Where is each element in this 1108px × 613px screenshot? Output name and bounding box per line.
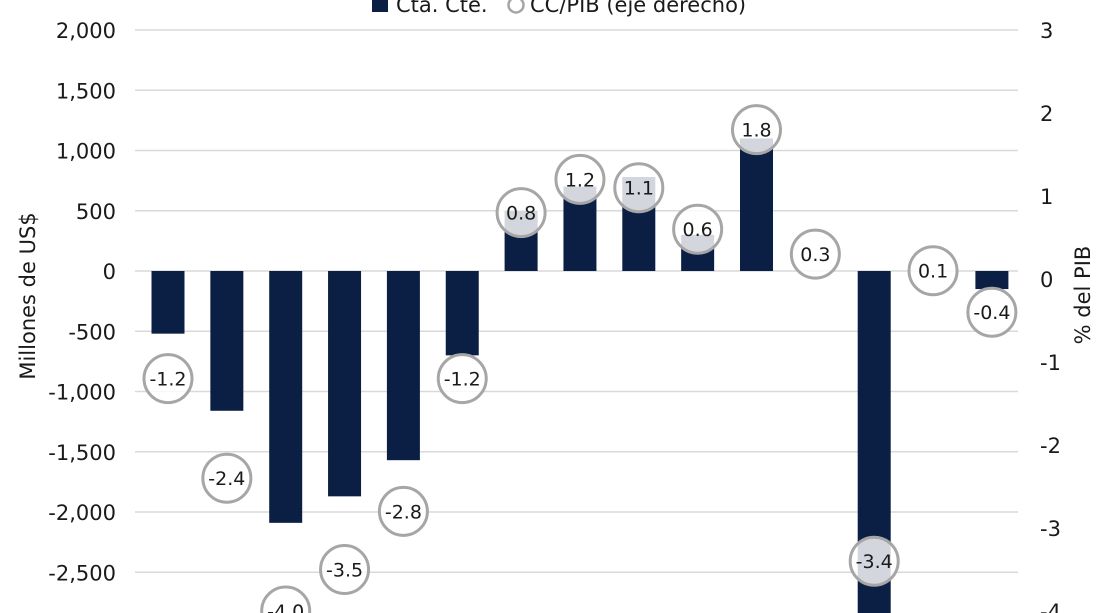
marker	[554, 153, 606, 205]
data-label: -2.4	[208, 468, 245, 490]
legend: Cta. Cte. CC/PIB (eje derecho)	[372, 0, 746, 17]
legend-swatch-marker	[507, 0, 525, 14]
y-tick-label: 2,000	[56, 19, 116, 43]
y-tick-label: -500	[68, 320, 116, 344]
y2-tick-label: -2	[1040, 434, 1061, 458]
legend-label-bar: Cta. Cte.	[396, 0, 488, 17]
y2-tick-label: -4	[1040, 600, 1061, 613]
bar	[975, 271, 1009, 290]
marker	[436, 353, 488, 405]
y2-tick-label: -1	[1040, 351, 1061, 375]
data-label: -1.2	[149, 369, 186, 391]
marker	[907, 245, 959, 297]
data-label: -3.5	[326, 560, 363, 582]
marker	[377, 485, 429, 537]
bar	[328, 271, 362, 497]
marker	[495, 187, 547, 239]
y-tick-label: 1,000	[56, 140, 116, 164]
data-label: 0.1	[918, 261, 948, 283]
right-axis-title: % del PIB	[1071, 246, 1095, 345]
bar	[386, 271, 420, 461]
left-axis-ticks: 2,000 1,500 1,000 500 0 -500 -1,000 -1,500 -2,00…	[48, 19, 116, 585]
data-label: -0.4	[973, 302, 1010, 324]
y2-tick-label: 0	[1040, 268, 1053, 292]
data-label: 1.8	[741, 120, 771, 142]
marker-series: -1.2 -2.4 -4.0 -3.5 -2.8 -1.2 0.8 1.2 1.1 0.6 1.8 0…	[142, 104, 1018, 613]
marker	[789, 228, 841, 280]
right-axis-ticks: 3 2 1 0 -1 -2 -3 -4	[1040, 19, 1061, 613]
y-tick-label: 1,500	[56, 79, 116, 103]
marker	[319, 544, 371, 595]
bar	[740, 138, 773, 271]
data-label: -2.8	[385, 501, 422, 523]
marker	[848, 535, 900, 587]
bar	[269, 271, 303, 523]
marker	[966, 286, 1018, 338]
legend-swatch-bar	[372, 0, 388, 12]
y-tick-label: -2,500	[48, 561, 116, 585]
marker	[672, 203, 724, 255]
y-tick-label: -1,000	[48, 381, 116, 405]
data-label: -1.2	[444, 369, 481, 391]
bar	[445, 271, 479, 356]
data-label: 0.6	[683, 219, 713, 241]
y-tick-label: -1,500	[48, 441, 116, 465]
y2-tick-label: -3	[1040, 517, 1061, 541]
marker	[142, 353, 194, 405]
bar	[151, 271, 185, 334]
data-label: 1.2	[565, 169, 595, 191]
data-label: -4.0	[267, 601, 304, 613]
legend-label-marker: CC/PIB (eje derecho)	[530, 0, 746, 17]
y-tick-label: -2,000	[48, 501, 116, 525]
marker	[731, 104, 782, 156]
y-tick-label: 500	[76, 200, 116, 224]
y2-tick-label: 3	[1040, 19, 1053, 43]
marker	[201, 452, 253, 504]
y2-tick-label: 2	[1040, 102, 1053, 126]
marker	[260, 585, 312, 613]
left-axis-title: Millones de US$	[16, 212, 40, 379]
bar	[210, 271, 244, 411]
y2-tick-label: 1	[1040, 185, 1053, 209]
y-tick-label: 0	[103, 260, 116, 284]
data-label: 0.3	[800, 244, 830, 266]
marker	[613, 162, 665, 214]
data-label: 0.8	[506, 203, 536, 225]
data-label: -3.4	[856, 551, 893, 573]
data-label: 1.1	[624, 178, 654, 200]
